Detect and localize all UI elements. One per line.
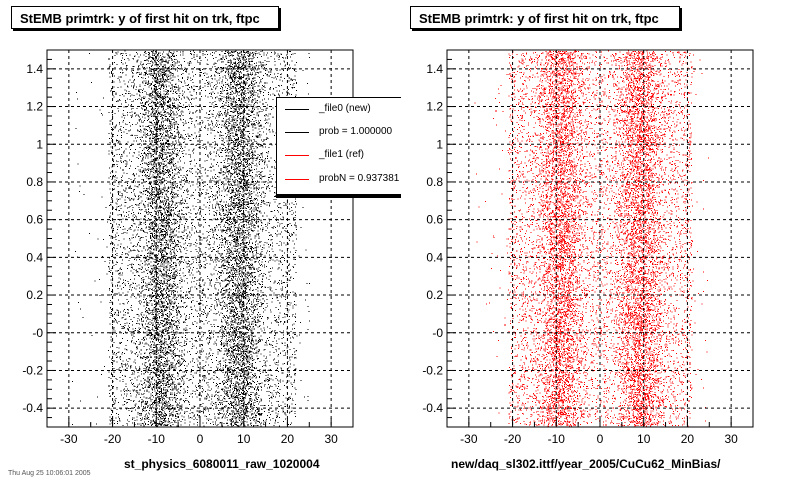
x-tick-label: 0 xyxy=(597,432,604,446)
right-x-axis-title: new/daq_sl302.ittf/year_2005/CuCu62_MinB… xyxy=(451,457,721,471)
y-tick-label: 0.6 xyxy=(426,213,443,227)
legend-label-prob: prob = 1.000000 xyxy=(319,126,393,137)
legend-entry-file1: _file1 (ref) xyxy=(283,146,401,164)
right-plot-title: StEMB primtrk: y of first hit on trk, ft… xyxy=(410,6,680,29)
legend: _file0 (new) prob = 1.000000 _file1 (ref… xyxy=(276,97,401,195)
left-x-axis-title: st_physics_6080011_raw_1020004 xyxy=(124,457,320,471)
legend-label-file0: _file0 (new) xyxy=(319,103,371,114)
y-tick-label: -0 xyxy=(32,326,43,340)
right-scatter-plot: -30 -20 -10 0 10 20 30 -0.4 -0.2 -0 0.2 0.4 0.6 0.8 1 1… xyxy=(422,49,754,446)
x-tick-label: -20 xyxy=(504,432,522,446)
legend-entry-probn: probN = 0.937381 xyxy=(283,170,401,188)
left-scatter-plot: -30 -20 -10 0 10 20 30 -0.4 -0.2 -0 0.2 0.4 0.6 0.8 1 1… xyxy=(22,49,354,446)
y-tick-label: 1.4 xyxy=(426,62,443,76)
left-plot-title: StEMB primtrk: y of first hit on trk, ft… xyxy=(11,6,279,29)
y-tick-label: 1 xyxy=(36,137,43,151)
scatter-points-0 xyxy=(71,50,311,427)
x-tick-label: -20 xyxy=(104,432,122,446)
y-tick-label: 1 xyxy=(436,137,443,151)
y-tick-label: -0.2 xyxy=(422,363,443,377)
legend-label-file1: _file1 (ref) xyxy=(319,149,365,160)
legend-line-file1 xyxy=(285,155,309,156)
y-tick-label: -0 xyxy=(432,326,443,340)
x-tick-label: 10 xyxy=(637,432,651,446)
y-tick-label: -0.4 xyxy=(422,401,443,415)
x-tick-label: -30 xyxy=(460,432,478,446)
scatter-points-1 xyxy=(474,50,709,427)
legend-line-file0 xyxy=(285,109,309,110)
x-tick-label: 30 xyxy=(724,432,738,446)
left-pad: -30 -20 -10 0 10 20 30 -0.4 -0.2 -0 0.2 0.4 0.6 0.8 1 1… xyxy=(8,6,401,477)
footer-timestamp: Thu Aug 25 10:06:01 2005 xyxy=(8,470,91,477)
y-tick-label: 0.4 xyxy=(26,250,43,264)
y-tick-label: 0.2 xyxy=(426,288,443,302)
y-tick-label: 1.2 xyxy=(26,100,43,114)
y-tick-label: 0.8 xyxy=(426,175,443,189)
x-tick-label: -30 xyxy=(60,432,78,446)
x-tick-label: -10 xyxy=(548,432,566,446)
legend-entry-prob: prob = 1.000000 xyxy=(283,123,401,141)
legend-entry-file0: _file0 (new) xyxy=(283,100,401,118)
y-tick-label: -0.2 xyxy=(22,363,43,377)
y-tick-label: 0.8 xyxy=(26,175,43,189)
y-tick-label: 1.4 xyxy=(26,62,43,76)
y-tick-label: 0.6 xyxy=(26,213,43,227)
y-tick-label: -0.4 xyxy=(22,401,43,415)
x-tick-label: 30 xyxy=(324,432,338,446)
x-tick-label: -10 xyxy=(148,432,166,446)
x-tick-label: 20 xyxy=(281,432,295,446)
y-tick-label: 1.2 xyxy=(426,100,443,114)
x-tick-label: 20 xyxy=(681,432,695,446)
x-tick-label: 10 xyxy=(237,432,251,446)
y-tick-label: 0.4 xyxy=(426,250,443,264)
y-tick-label: 0.2 xyxy=(26,288,43,302)
legend-label-probn: probN = 0.937381 xyxy=(319,173,400,184)
legend-line-prob xyxy=(285,132,309,133)
legend-line-probn xyxy=(285,179,309,180)
x-tick-label: 0 xyxy=(197,432,204,446)
right-pad: -30 -20 -10 0 10 20 30 -0.4 -0.2 -0 0.2 0.4 0.6 0.8 1 1… xyxy=(400,0,800,480)
